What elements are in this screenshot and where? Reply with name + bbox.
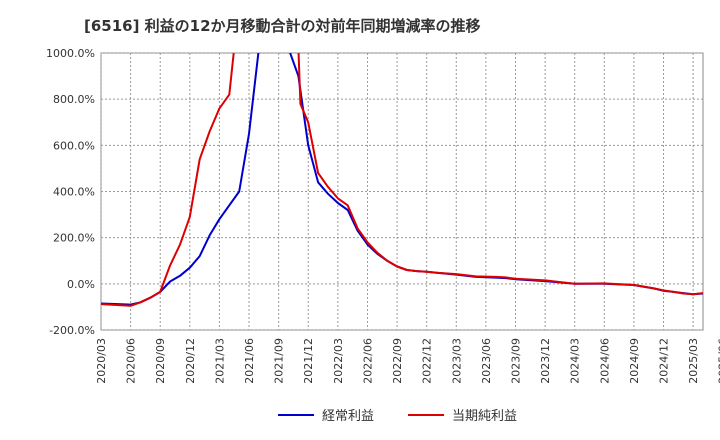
x-tick-label: 2022/06 xyxy=(361,338,374,384)
x-tick-label: 2021/03 xyxy=(213,338,226,384)
x-tick-label: 2023/09 xyxy=(509,338,522,384)
legend-label: 経常利益 xyxy=(322,409,374,424)
y-tick-label: 800.0% xyxy=(53,93,95,106)
x-tick-label: 2020/09 xyxy=(154,338,167,384)
x-tick-label: 2023/06 xyxy=(480,338,493,384)
x-tick-label: 2024/06 xyxy=(598,338,611,384)
series-group xyxy=(101,53,703,307)
x-tick-label: 2022/09 xyxy=(391,338,404,384)
chart-title: [6516] 利益の12か月移動合計の対前年同期増減率の推移 xyxy=(84,17,481,35)
y-tick-label: 400.0% xyxy=(53,186,95,199)
y-tick-label: 200.0% xyxy=(53,232,95,245)
series-line-2 xyxy=(101,53,703,307)
x-tick-label: 2020/03 xyxy=(95,338,108,384)
x-tick-label: 2020/06 xyxy=(125,338,138,384)
x-tick-label: 2025/06 xyxy=(717,338,720,384)
legend: 経常利益 当期純利益 xyxy=(278,409,517,424)
x-axis: 2020/03 2020/06 2020/09 2020/12 2021/03 2021/… xyxy=(95,338,720,384)
x-tick-label: 2021/12 xyxy=(302,338,315,384)
y-tick-label: 1000.0% xyxy=(46,47,95,60)
x-tick-label: 2025/03 xyxy=(687,338,700,384)
x-tick-label: 2023/03 xyxy=(450,338,463,384)
y-tick-label: -200.0% xyxy=(49,324,95,337)
x-tick-label: 2023/12 xyxy=(539,338,552,384)
x-tick-label: 2024/12 xyxy=(658,338,671,384)
x-tick-label: 2024/09 xyxy=(628,338,641,384)
y-tick-label: 0.0% xyxy=(67,278,95,291)
y-axis: -200.0% 0.0% 200.0% 400.0% 600.0% 800.0% 1000.… xyxy=(46,47,95,337)
y-tick-label: 600.0% xyxy=(53,139,95,152)
x-tick-label: 2021/09 xyxy=(273,338,286,384)
x-tick-label: 2022/03 xyxy=(332,338,345,384)
legend-label: 当期純利益 xyxy=(452,409,517,424)
x-tick-label: 2021/06 xyxy=(243,338,256,384)
x-tick-label: 2020/12 xyxy=(184,338,197,384)
x-tick-label: 2022/12 xyxy=(421,338,434,384)
x-tick-label: 2024/03 xyxy=(569,338,582,384)
